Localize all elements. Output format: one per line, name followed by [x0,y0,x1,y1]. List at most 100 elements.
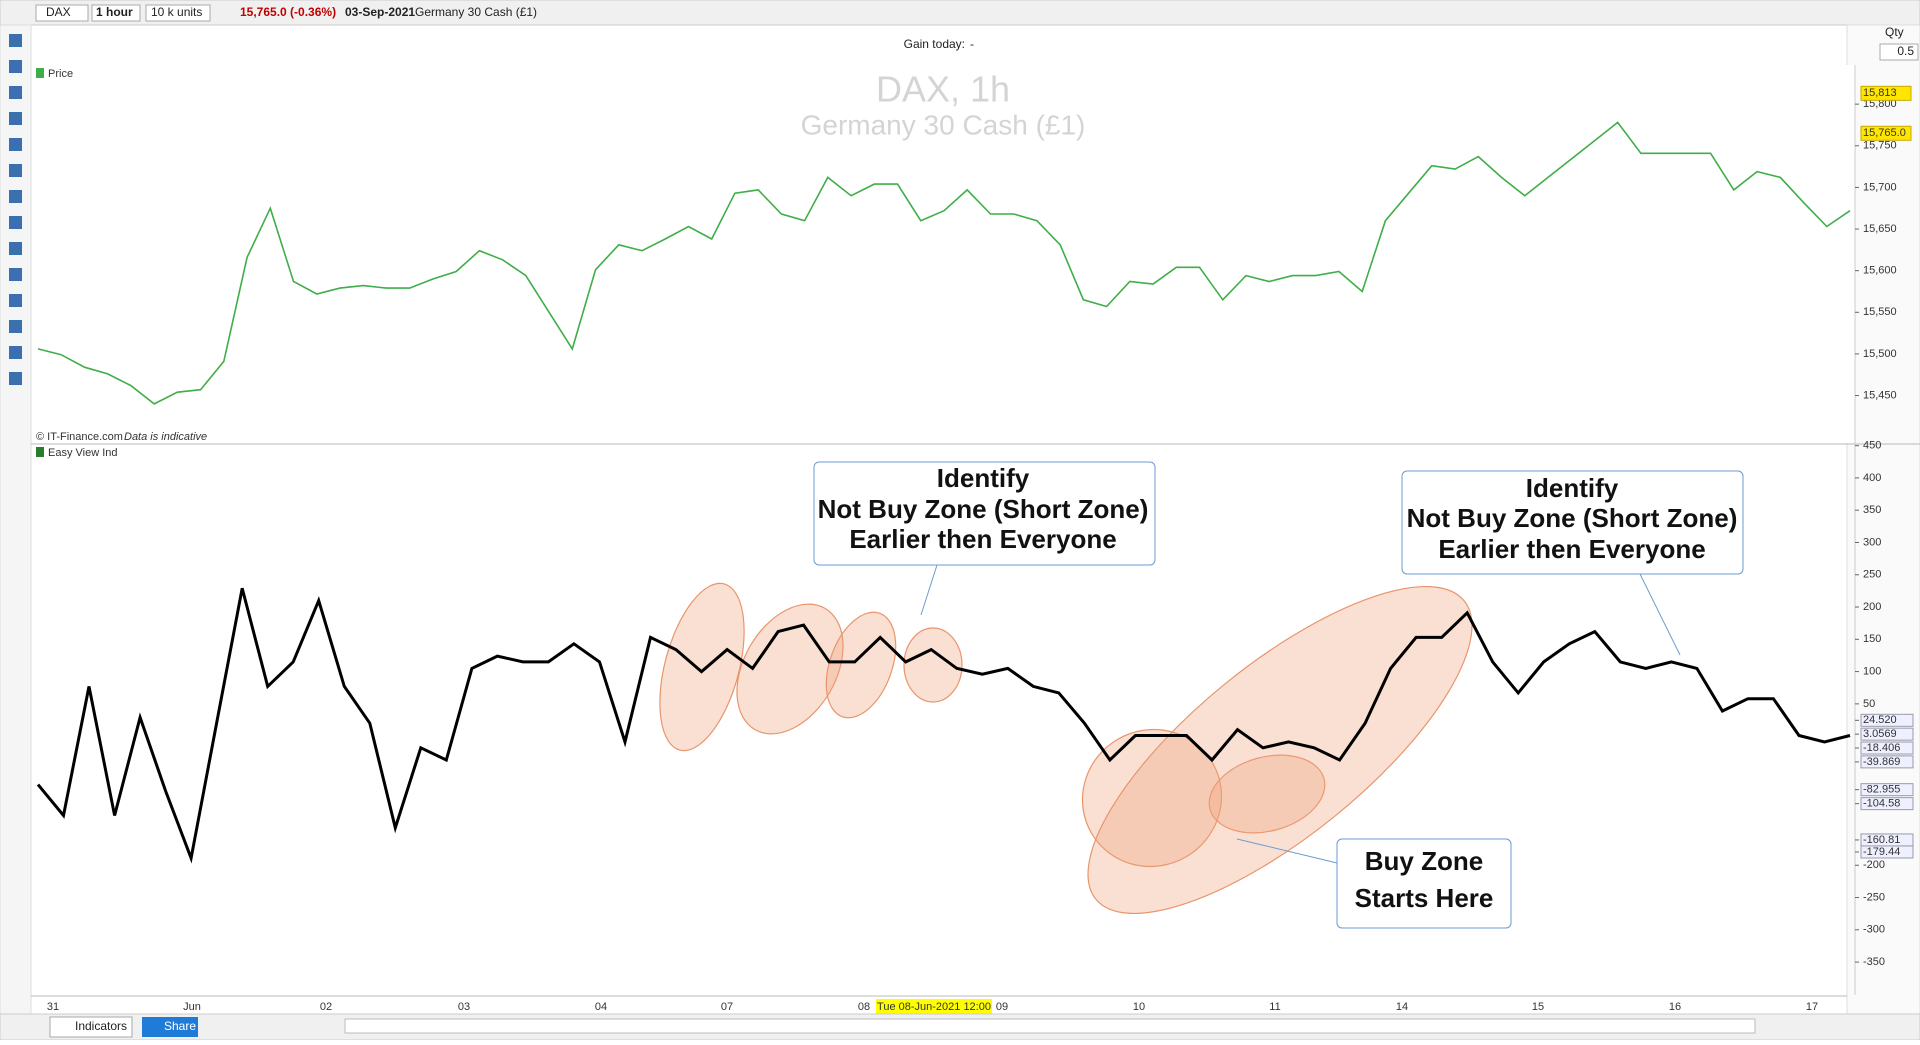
price-marker-label: 15,813 [1863,87,1897,99]
price-pane [33,65,1855,443]
y-tick-label: 400 [1863,472,1881,484]
y-tick-label: -82.955 [1863,784,1900,796]
y-tick-label: 15,800 [1863,98,1897,110]
indicators-button[interactable] [49,1016,133,1038]
zone-ellipses [659,582,1473,915]
x-tick-label: 08 [858,1001,870,1013]
cursor-label-bg [876,999,992,1014]
callout-text: Not Buy Zone (Short Zone) [818,494,1149,524]
qty-value[interactable]: 0.5 [1897,44,1914,58]
y-tick-label: 450 [1863,440,1881,452]
price-legend: Price [48,68,73,80]
watermark-title: DAX, 1h [876,69,1010,110]
x-tick-label: 14 [1396,1001,1408,1013]
y-tick-label: -104.58 [1863,798,1900,810]
callout-text: Earlier then Everyone [1438,534,1705,564]
gain-value: - [970,37,974,51]
level-label-bg [1860,797,1914,811]
callout-text: Earlier then Everyone [849,524,1116,554]
indicators-label[interactable]: Indicators [75,1019,127,1033]
y-tick-label: 15,750 [1863,140,1897,152]
gain-label: Gain today: [904,37,965,51]
x-tick-label: 07 [721,1001,733,1013]
callouts [813,461,1744,929]
y-tick-label: -179.44 [1863,846,1900,858]
x-tick-label: 09 [996,1001,1008,1013]
y-tick-label: 200 [1863,601,1881,613]
qty-label: Qty [1885,25,1904,39]
y-tick-label: -200 [1863,859,1885,871]
level-label-bg [1860,845,1914,859]
y-tick-label: 150 [1863,633,1881,645]
y-tick-label: 15,700 [1863,181,1897,193]
callout-text: Buy Zone [1365,846,1483,876]
y-tick-label: -350 [1863,956,1885,968]
y-tick-label: -300 [1863,924,1885,936]
y-tick-label: 100 [1863,665,1881,677]
level-label-bg [1860,713,1914,727]
level-label-bg [1860,727,1914,741]
y-tick-label: 300 [1863,536,1881,548]
callout-text: Identify [937,463,1030,493]
series-line [37,121,1851,405]
share-label[interactable]: Share [164,1019,196,1033]
symbol-dropdown[interactable] [35,4,89,22]
indicator-legend: Easy View Ind [48,447,118,459]
callout-text: Identify [1526,473,1619,503]
y-tick-label: 15,600 [1863,265,1897,277]
watermark-subtitle: Germany 30 Cash (£1) [801,109,1086,140]
y-tick-label: -39.869 [1863,756,1900,768]
x-tick-label: 16 [1669,1001,1681,1013]
last-price: 15,765.0 (-0.36%) [240,5,336,19]
callout-text: Not Buy Zone (Short Zone) [1407,503,1738,533]
x-tick-label: 31 [47,1001,59,1013]
instrument: Germany 30 Cash (£1) [415,5,537,19]
interval-dropdown[interactable] [91,4,141,22]
price-marker [1860,125,1912,141]
y-tick-label: 50 [1863,698,1875,710]
top-toolbar [0,0,1920,26]
callout-text: Starts Here [1355,883,1494,913]
y-tick-label: 15,550 [1863,306,1897,318]
cursor-label: Tue 08-Jun-2021 12:00 [877,1001,991,1013]
x-tick-label: 10 [1133,1001,1145,1013]
interval[interactable]: 1 hour [96,5,133,19]
y-tick-label: -250 [1863,891,1885,903]
y-tick-label: 15,650 [1863,223,1897,235]
x-tick-label: 17 [1806,1001,1818,1013]
x-tick-label: 03 [458,1001,470,1013]
share-button[interactable] [142,1017,198,1037]
level-label-bg [1860,741,1914,755]
x-tick-label: 02 [320,1001,332,1013]
x-tick-label: 11 [1269,1001,1280,1013]
source: © IT-Finance.com [36,431,123,443]
level-label-bg [1860,755,1914,769]
legend-swatch [36,68,44,78]
y-tick-label: -160.81 [1863,834,1900,846]
qty-input[interactable] [1879,43,1919,61]
y-tick-label: 24.520 [1863,714,1897,726]
y-tick-label: 3.0569 [1863,728,1897,740]
y-tick-label: 350 [1863,504,1881,516]
y-tick-label: 15,450 [1863,389,1897,401]
series-line [36,587,1851,864]
y-tick-label: -18.406 [1863,742,1900,754]
size-dropdown[interactable] [145,4,211,22]
note: Data is indicative [124,431,207,443]
legend-swatch [36,447,44,457]
x-tick-label: Jun [183,1001,201,1013]
tool-icons [9,34,22,385]
x-tick-label: 15 [1532,1001,1544,1013]
price-marker-label: 15,765.0 [1863,127,1906,139]
size[interactable]: 10 k units [151,5,202,19]
y-tick-label: 15,500 [1863,348,1897,360]
price-marker [1860,85,1912,101]
level-label-bg [1860,783,1914,797]
symbol[interactable]: DAX [46,5,71,19]
scrollbar[interactable] [344,1018,1756,1034]
x-tick-label: 04 [595,1001,607,1013]
date: 03-Sep-2021 [345,5,415,19]
y-tick-label: 250 [1863,569,1881,581]
left-toolstrip [0,24,32,1015]
